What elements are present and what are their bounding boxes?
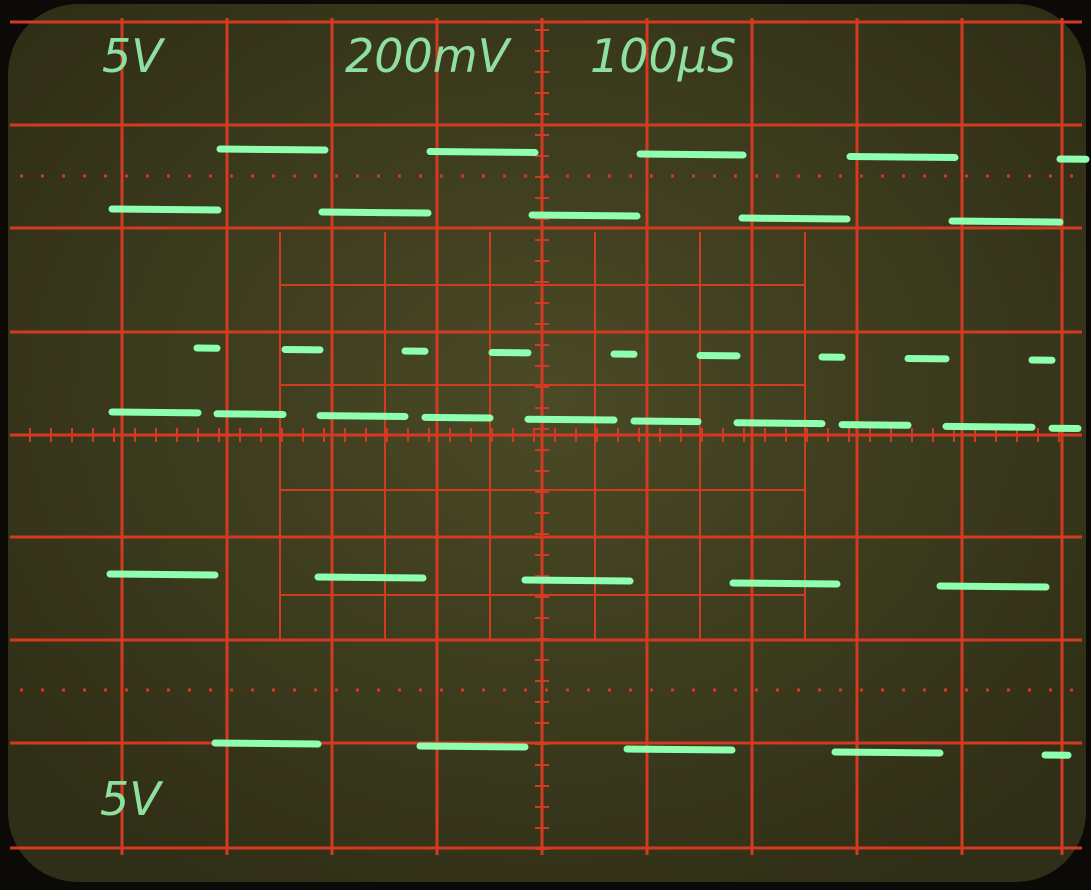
trace-segment — [946, 426, 1032, 427]
page: 5V 200mV 100µS 5V (() => { const data = … — [0, 0, 1091, 890]
trace-segment — [640, 154, 743, 155]
time-scale: 100µS — [590, 29, 736, 83]
trace-segment — [110, 574, 215, 575]
trace-segment — [420, 746, 525, 747]
trace-segment — [940, 586, 1046, 587]
trace-segment — [112, 209, 218, 210]
trace-segment — [525, 580, 630, 581]
trace-segment — [842, 425, 908, 426]
trace-segment — [737, 423, 822, 424]
oscilloscope-photo: 5V 200mV 100µS 5V — [0, 0, 1091, 890]
trace-segment — [634, 421, 698, 422]
trace-segment — [318, 577, 423, 578]
trace-segment — [850, 157, 955, 158]
channel-3-scale: 5V — [100, 772, 164, 826]
trace-segment — [733, 583, 837, 584]
trace-segment — [835, 752, 940, 753]
trace-segment — [215, 743, 318, 744]
trace-segment — [430, 152, 535, 153]
trace-segment — [425, 417, 490, 418]
trace-segment — [322, 212, 428, 213]
trace-segment — [320, 416, 405, 417]
trace-segment — [112, 412, 198, 413]
trace-segment — [627, 749, 732, 750]
channel-2-scale: 200mV — [345, 29, 513, 83]
trace-segment — [528, 419, 614, 420]
trace-segment — [532, 215, 637, 216]
trace-segment — [220, 149, 325, 150]
trace-segment — [217, 414, 283, 415]
trace-segment — [742, 218, 847, 219]
channel-1-scale: 5V — [102, 29, 166, 83]
trace-segment — [952, 221, 1060, 222]
